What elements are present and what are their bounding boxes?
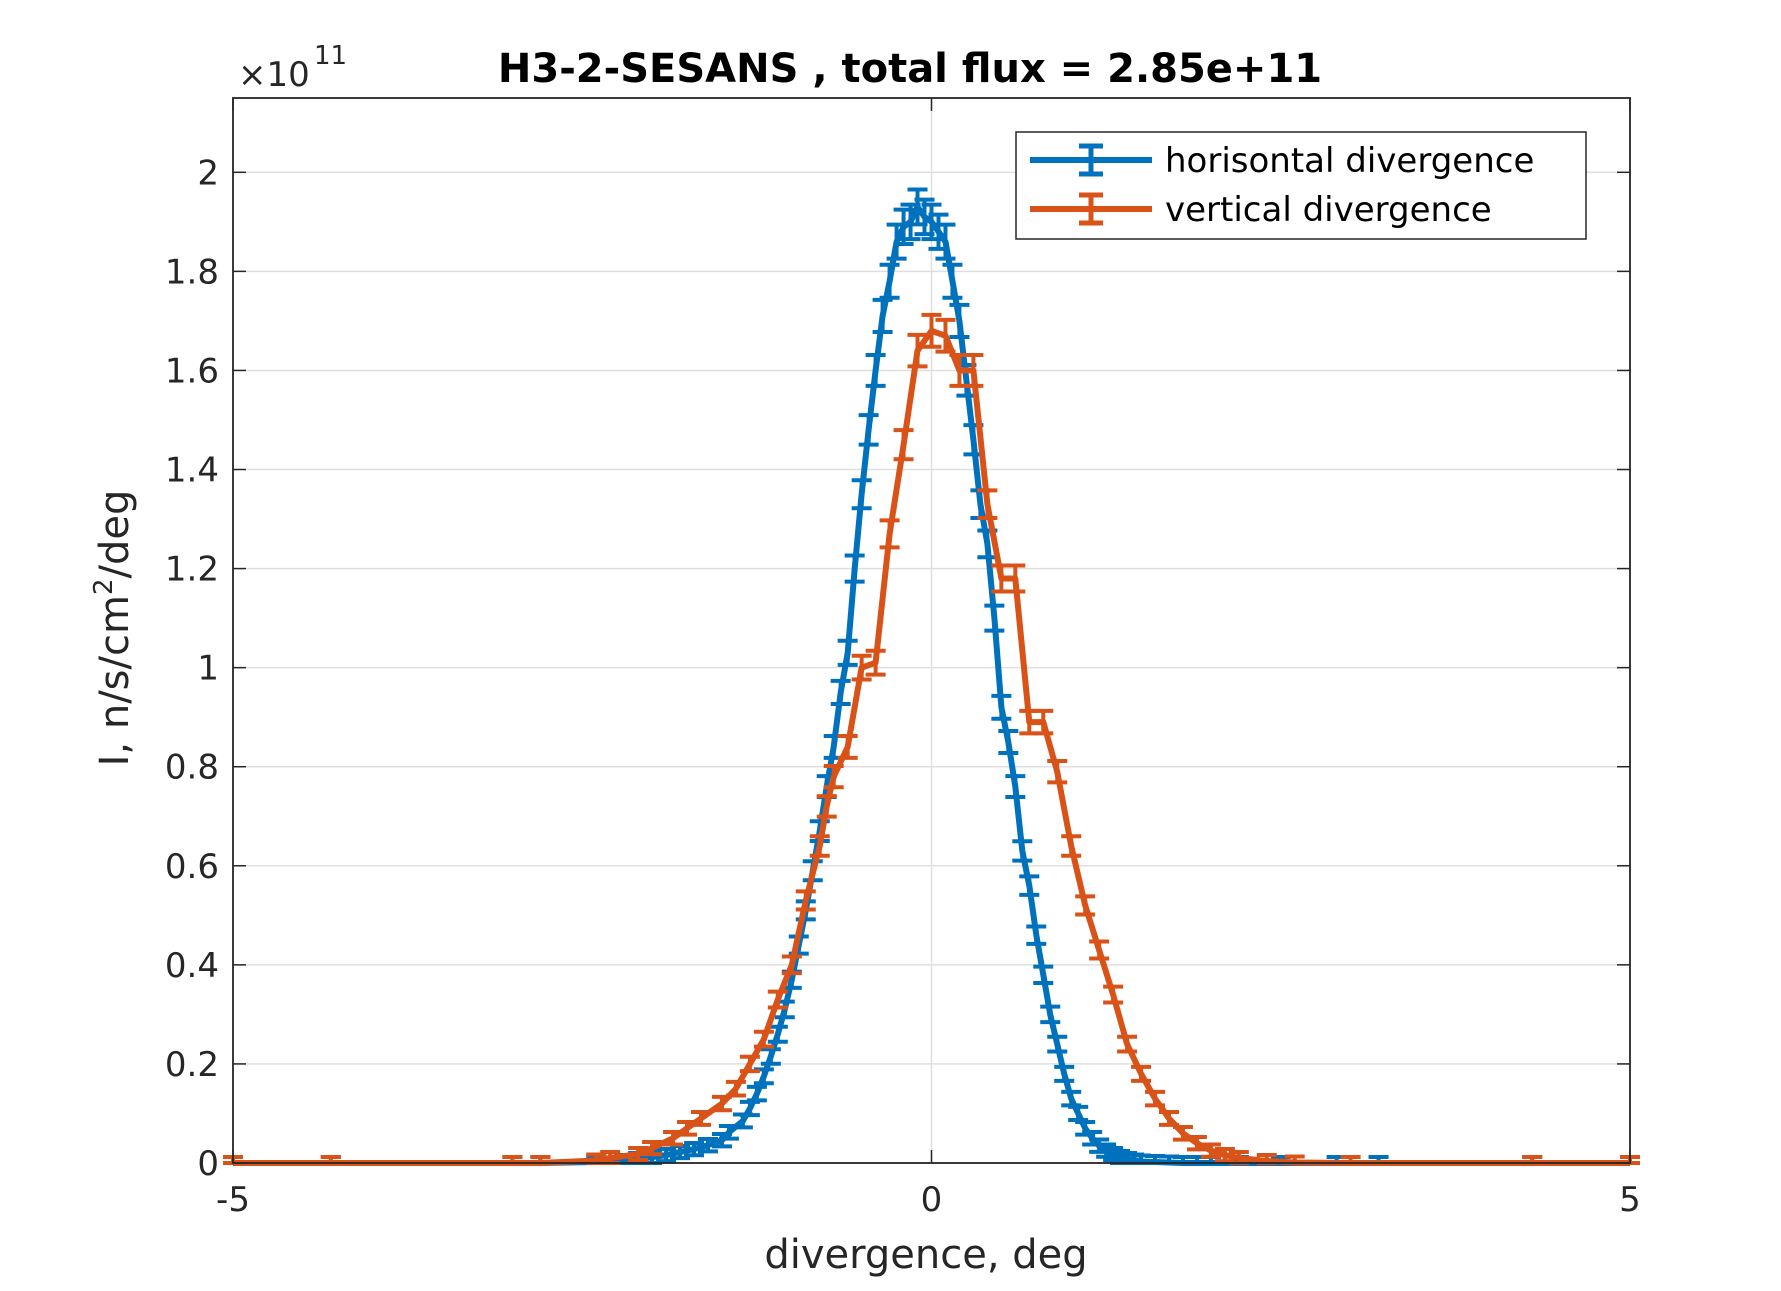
y-exponent-power: 11 — [314, 41, 347, 71]
x-tick-label: 5 — [1619, 1180, 1641, 1220]
data-point — [781, 954, 802, 976]
data-point — [865, 648, 886, 677]
data-point — [677, 1119, 698, 1137]
data-point — [697, 1137, 718, 1154]
data-point — [984, 603, 1005, 633]
y-axis-label-main: I, n/s/cm — [92, 595, 138, 766]
data-point — [690, 1109, 711, 1127]
data-point — [1200, 1142, 1221, 1159]
legend-label-horisontal: horisontal divergence — [1165, 141, 1534, 181]
y-axis-label-group: I, n/s/cm2/deg — [89, 490, 138, 767]
data-point — [935, 222, 956, 261]
data-point — [628, 1146, 649, 1163]
data-point — [1089, 939, 1110, 961]
data-point — [942, 262, 963, 300]
data-point — [844, 553, 865, 584]
data-point — [949, 302, 970, 339]
data-point — [809, 834, 830, 858]
data-point — [837, 733, 858, 760]
data-point — [753, 1029, 774, 1049]
data-point — [1026, 924, 1047, 946]
y-tick-label: 2 — [197, 153, 219, 193]
y-tick-label: 0.4 — [165, 946, 219, 986]
data-point — [893, 428, 914, 462]
data-point — [907, 332, 928, 369]
y-tick-label: 1 — [197, 649, 219, 689]
data-point — [1145, 1089, 1166, 1108]
data-point — [830, 678, 851, 707]
data-point — [872, 297, 893, 335]
chart-title: H3-2-SESANS , total flux = 2.85e+11 — [498, 46, 1322, 92]
data-point — [684, 1141, 705, 1158]
legend-label-vertical: vertical divergence — [1165, 190, 1492, 230]
data-point — [795, 889, 816, 912]
data-point — [725, 1079, 746, 1098]
data-point — [1005, 774, 1026, 799]
legend: horisontal divergence vertical divergenc… — [1015, 131, 1587, 240]
data-point — [816, 794, 837, 819]
data-point — [935, 317, 956, 354]
tick-labels: 00.20.40.60.811.21.41.61.82-5 0 5 — [165, 153, 1641, 1220]
data-point — [858, 413, 879, 447]
y-axis-label: I, n/s/cm2/deg — [89, 490, 138, 767]
data-point — [1019, 874, 1040, 897]
data-point — [879, 262, 900, 300]
x-tick-label: 0 — [921, 1180, 943, 1220]
y-tick-label: 1.6 — [165, 351, 219, 391]
y-exponent-base: ×10 — [238, 55, 310, 95]
data-point — [1103, 984, 1124, 1005]
y-tick-label: 0.8 — [165, 748, 219, 788]
legend-entry-vertical: vertical divergence — [1030, 190, 1492, 230]
data-point — [1172, 1124, 1193, 1142]
data-point — [1047, 759, 1068, 785]
data-point — [1005, 563, 1026, 594]
y-axis-exponent: ×10 11 — [238, 41, 347, 95]
data-point — [837, 638, 858, 667]
data-point — [998, 728, 1019, 755]
legend-box — [1015, 131, 1587, 240]
y-tick-label: 1.8 — [165, 252, 219, 292]
data-point — [767, 989, 788, 1010]
data-point — [921, 312, 942, 349]
legend-entry-horisontal: horisontal divergence — [1030, 141, 1534, 181]
data-point — [1012, 839, 1033, 863]
y-tick-label: 1.4 — [165, 451, 219, 491]
x-axis-label: divergence, deg — [764, 1232, 1087, 1278]
data-point — [879, 518, 900, 550]
data-point — [746, 1084, 767, 1103]
y-axis-label-tail: /deg — [92, 490, 138, 579]
data-point — [656, 1147, 677, 1164]
y-tick-label: 0 — [197, 1144, 219, 1184]
data-point — [1047, 1034, 1068, 1054]
y-tick-label: 0.2 — [165, 1045, 219, 1085]
data-point — [991, 693, 1012, 721]
data-point — [977, 488, 998, 521]
data-point — [1033, 964, 1054, 985]
data-point — [1040, 1004, 1061, 1025]
data-point — [963, 352, 984, 388]
data-point — [642, 1140, 663, 1157]
data-point — [1061, 834, 1082, 858]
data-point — [823, 764, 844, 790]
data-point — [865, 352, 886, 388]
data-point — [1158, 1109, 1179, 1127]
data-point — [1033, 708, 1054, 736]
data-point — [739, 1054, 760, 1074]
data-point — [1186, 1135, 1207, 1152]
data-point — [760, 1047, 781, 1066]
data-point — [1054, 1064, 1075, 1083]
y-tick-label: 1.2 — [165, 550, 219, 590]
data-point — [1117, 1034, 1138, 1054]
data-point — [1131, 1064, 1152, 1083]
axes-frame — [232, 97, 1631, 1164]
data-point — [851, 653, 872, 682]
y-axis-label-sup: 2 — [89, 579, 119, 596]
data-point — [851, 478, 872, 511]
x-tick-label: -5 — [216, 1180, 250, 1220]
data-point — [1075, 894, 1096, 917]
y-tick-label: 0.6 — [165, 847, 219, 887]
data-point — [663, 1129, 684, 1147]
